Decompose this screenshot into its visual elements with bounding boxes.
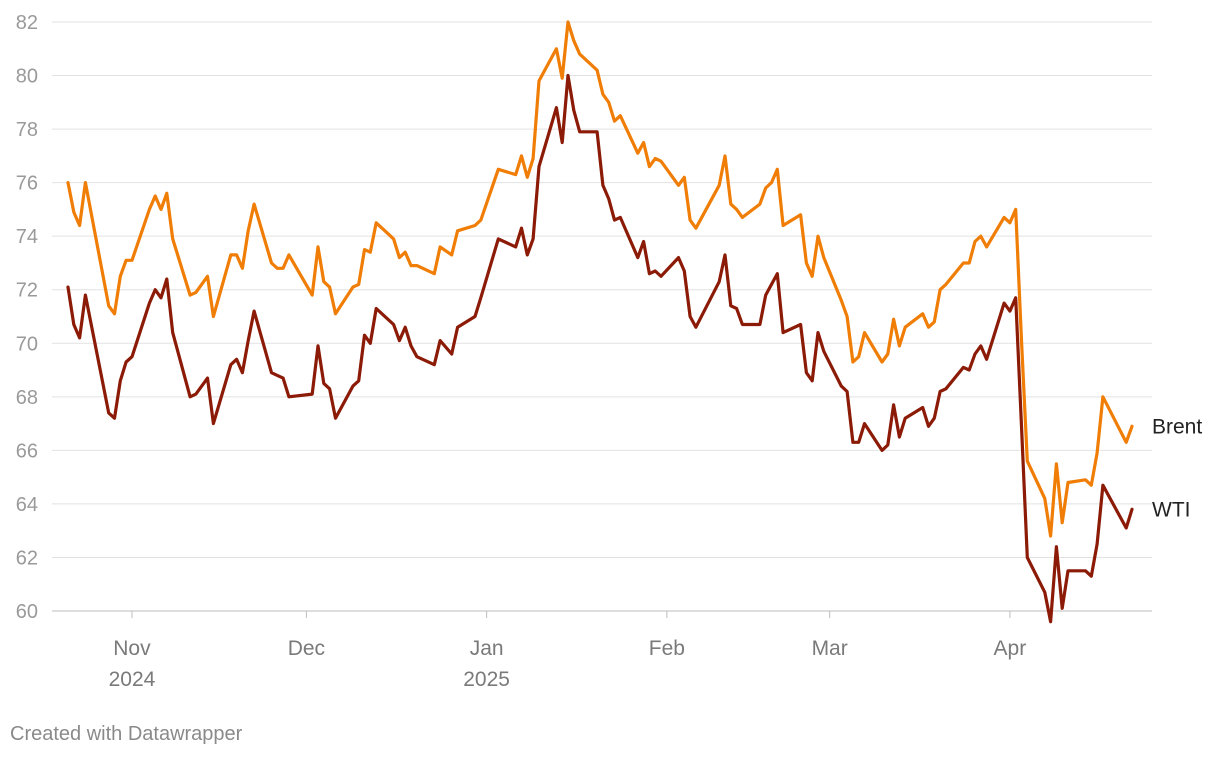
y-tick-label: 82	[16, 12, 38, 34]
y-tick-label: 66	[16, 440, 38, 462]
x-tick-label: Feb	[649, 637, 685, 660]
x-tick-label: Dec	[288, 637, 325, 660]
y-tick-label: 64	[16, 494, 38, 516]
series-line-wti	[66, 73, 1134, 624]
y-tick-label: 78	[16, 119, 38, 141]
x-tick-label: Jan	[470, 637, 504, 660]
x-tick-sublabel: 2025	[463, 668, 510, 691]
series-lines	[66, 20, 1134, 624]
series-label-wti: WTI	[1152, 498, 1190, 521]
y-tick-label: 80	[16, 66, 38, 88]
x-tick-label: Mar	[812, 637, 848, 660]
y-tick-label: 60	[16, 601, 38, 623]
y-axis: 60 62 64 66 68 70 72 74 76 78 80 82	[16, 12, 38, 623]
y-tick-label: 68	[16, 387, 38, 409]
y-tick-label: 74	[16, 226, 38, 248]
x-tick-label: Apr	[994, 637, 1027, 660]
series-line-brent	[66, 20, 1134, 538]
x-tick-sublabel: 2024	[109, 668, 156, 691]
y-tick-label: 76	[16, 173, 38, 195]
y-tick-label: 72	[16, 280, 38, 302]
x-axis: Nov 2024 Dec Jan 2025 Feb Mar Apr	[109, 611, 1027, 691]
series-labels: Brent WTI	[1152, 415, 1202, 521]
y-tick-label: 70	[16, 333, 38, 355]
x-tick-label: Nov	[113, 637, 151, 660]
y-tick-label: 62	[16, 547, 38, 569]
grid-lines	[52, 21, 1152, 612]
footer-credit: Created with Datawrapper	[10, 723, 243, 745]
series-label-brent: Brent	[1152, 415, 1202, 438]
